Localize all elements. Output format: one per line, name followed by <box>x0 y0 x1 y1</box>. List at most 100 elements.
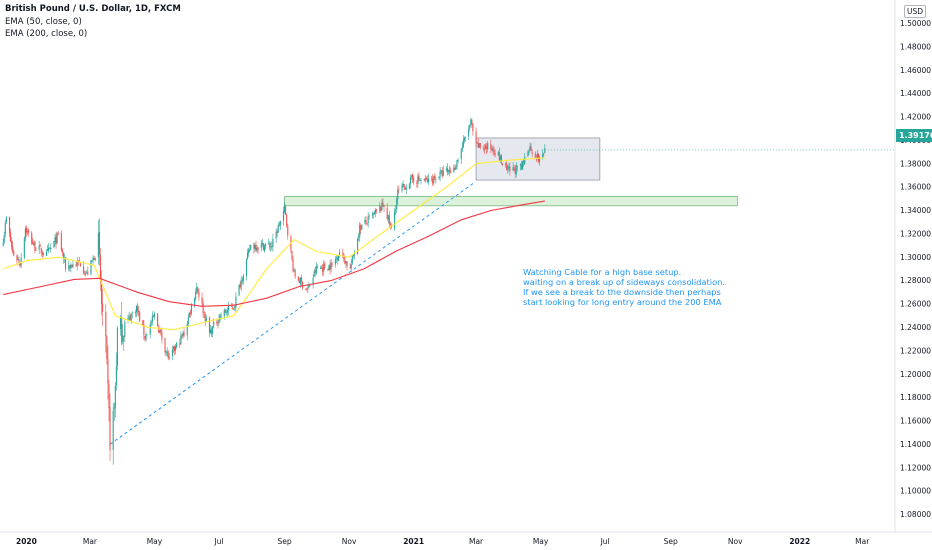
candle-down <box>255 245 257 250</box>
candle-down <box>136 305 139 312</box>
candle-up <box>166 351 168 353</box>
candle-up <box>53 241 55 248</box>
candle-down <box>386 207 388 219</box>
candle-down <box>101 282 103 305</box>
candle-down <box>513 167 515 171</box>
candle-down <box>65 257 67 270</box>
candle-down <box>305 288 307 290</box>
candle-down <box>324 263 326 269</box>
candle-down <box>376 209 378 211</box>
candle-up <box>464 137 467 138</box>
candle-up <box>241 280 243 282</box>
candle-down <box>494 153 496 155</box>
candle-up <box>395 209 397 211</box>
candle-up <box>256 248 258 251</box>
candle-down <box>294 270 296 277</box>
price-tick-label: 1.10000 <box>900 487 931 496</box>
time-tick-label: Jul <box>213 537 223 546</box>
candle-down <box>83 266 85 274</box>
candle-down <box>174 346 176 352</box>
candle-down <box>516 166 518 167</box>
candle-up <box>357 238 359 254</box>
candle-up <box>507 166 509 170</box>
candle-down <box>412 174 414 179</box>
time-tick-label: Mar <box>83 537 98 546</box>
candle-down <box>500 155 503 164</box>
candle-up <box>90 260 92 275</box>
candle-down <box>57 232 59 235</box>
candle-up <box>150 322 152 324</box>
candle-down <box>390 225 392 229</box>
candle-up <box>175 346 177 351</box>
candle-up <box>131 312 133 314</box>
time-tick-label: 2020 <box>16 537 37 546</box>
time-tick-label: Jul <box>600 537 610 546</box>
candle-up <box>86 272 88 274</box>
candle-up <box>330 262 332 269</box>
candle-down <box>157 313 159 327</box>
price-axis[interactable]: 1.08000 1.10000 1.12000 1.14000 1.16000 1.180… <box>544 19 931 519</box>
candle-down <box>383 206 385 208</box>
candle-up <box>250 245 252 250</box>
candle-up <box>275 231 277 239</box>
candle-down <box>85 273 87 274</box>
candle-up <box>352 255 354 257</box>
candle-up <box>226 310 229 313</box>
candle-up <box>460 148 462 160</box>
candle-up <box>113 407 115 410</box>
candle-up <box>5 217 7 223</box>
candle-down <box>61 249 63 253</box>
candle-down <box>249 249 251 251</box>
candle-down <box>472 124 474 132</box>
candle-down <box>403 184 405 187</box>
price-tick-label: 1.08000 <box>900 510 931 519</box>
candle-down <box>346 261 348 266</box>
candle-down <box>413 177 415 183</box>
candle-down <box>479 143 481 148</box>
candle-down <box>475 131 477 143</box>
candle-up <box>194 297 196 306</box>
candle-down <box>142 320 144 326</box>
candle-up <box>528 150 530 153</box>
candle-up <box>171 349 173 356</box>
candle-down <box>224 310 226 313</box>
time-axis[interactable]: 2020 Mar May Jul Sep Nov 2021 Mar May Jul Sep Nov 20… <box>16 537 870 546</box>
candle-down <box>523 160 525 164</box>
candle-down <box>98 231 100 255</box>
candle-up <box>408 184 410 189</box>
candle-up <box>359 224 361 238</box>
candle-down <box>257 247 259 249</box>
candle-up <box>499 156 501 161</box>
candle-down <box>201 296 203 304</box>
candle-down <box>285 206 287 215</box>
time-tick-label: 2021 <box>403 537 424 546</box>
candle-up <box>469 124 471 129</box>
currency-button[interactable]: USD <box>904 5 927 18</box>
candle-up <box>337 256 340 261</box>
candle-down <box>483 148 486 150</box>
candle-up <box>240 279 242 287</box>
candle-up <box>212 326 214 334</box>
candle-up <box>56 233 58 244</box>
candle-down <box>183 332 185 336</box>
candle-up <box>247 252 249 259</box>
candle-up <box>176 342 178 348</box>
candle-down <box>198 291 200 297</box>
candle-down <box>501 164 504 165</box>
candle-down <box>316 267 318 269</box>
candle-down <box>121 316 123 343</box>
candle-down <box>25 227 27 233</box>
candle-down <box>202 303 204 314</box>
candle-up <box>49 248 51 249</box>
candle-up <box>536 153 538 159</box>
price-tick-label: 1.46000 <box>900 66 931 75</box>
ema-200-line <box>3 200 545 307</box>
candle-down <box>505 163 507 165</box>
candle-down <box>208 317 211 333</box>
candle-up <box>238 284 240 296</box>
candle-up <box>456 159 458 167</box>
candle-up <box>508 166 510 168</box>
candle-down <box>388 215 390 224</box>
candle-up <box>463 137 465 141</box>
